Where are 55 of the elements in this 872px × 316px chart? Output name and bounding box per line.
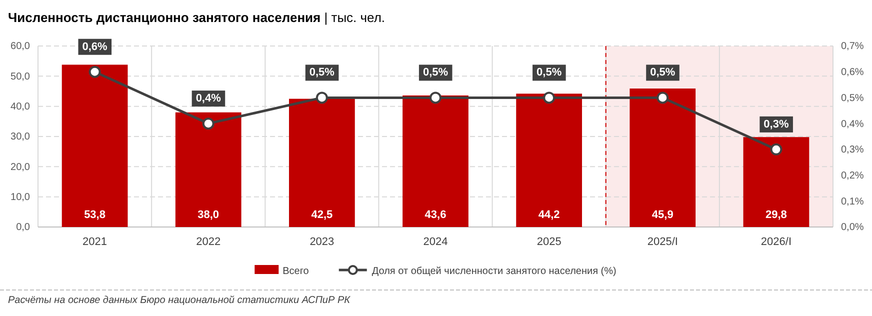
legend-label: Доля от общей численности занятого населения (%) — [372, 266, 616, 277]
y2-tick-label: 0,0% — [841, 222, 864, 234]
point — [202, 118, 214, 130]
y2-tick-label: 0,5% — [841, 92, 864, 104]
bar — [743, 137, 810, 227]
data-label: 0,6% — [82, 40, 108, 53]
chart-title: Численность дистанционно занятого населения — [8, 10, 321, 25]
data-label: 0,3% — [764, 118, 789, 130]
data-label: 0,5% — [309, 66, 335, 79]
data-label: 29,8 — [766, 209, 787, 221]
point — [770, 143, 782, 156]
legend-label: Всего — [282, 266, 310, 277]
x-tick-label: 2025 — [536, 236, 562, 248]
bar — [62, 64, 128, 227]
y-tick-label: 10,0 — [10, 192, 30, 204]
x-tick-label: 2024 — [423, 236, 448, 248]
bar — [402, 95, 468, 227]
chart-subtitle: | тыс. чел. — [320, 10, 386, 25]
y2-tick-label: 0,7% — [841, 41, 864, 52]
y2-tick-label: 0,6% — [841, 67, 864, 78]
y-tick-label: 50,0 — [10, 71, 30, 82]
data-label: 0,5% — [650, 66, 676, 79]
point — [430, 92, 442, 104]
data-label: 53,8 — [84, 209, 106, 221]
x-tick-label: 2026/I — [760, 236, 792, 248]
x-tick-label: 2022 — [196, 236, 221, 248]
y2-tick-label: 0,3% — [841, 144, 864, 156]
data-label: 45,9 — [652, 209, 674, 221]
x-tick-label: 2021 — [82, 236, 108, 248]
bar — [516, 94, 582, 227]
y2-tick-label: 0,2% — [841, 170, 864, 182]
y-tick-label: 60,0 — [10, 41, 30, 52]
point — [543, 92, 556, 104]
bar — [288, 98, 355, 227]
data-label: 42,5 — [311, 209, 333, 221]
x-tick-label: 2023 — [310, 236, 334, 248]
bar — [175, 112, 242, 227]
data-label: 43,6 — [424, 209, 446, 221]
data-label: 38,0 — [198, 209, 220, 221]
point — [88, 66, 101, 78]
data-label: 0,5% — [422, 66, 448, 79]
x-tick-label: 2025/I — [647, 236, 678, 248]
y-tick-label: 40,0 — [10, 102, 30, 113]
y2-tick-label: 0,4% — [841, 118, 864, 130]
y-tick-label: 0,0 — [16, 222, 30, 234]
y-tick-label: 30,0 — [10, 132, 30, 143]
data-label: 0,5% — [536, 66, 562, 79]
point — [316, 92, 328, 104]
data-label: 0,4% — [196, 92, 222, 105]
point — [656, 92, 669, 104]
bar — [630, 88, 696, 227]
data-label: 44,2 — [538, 209, 560, 221]
text: Расчёты на основе данных Бюро национальной статистики АСПиР РК — [8, 295, 352, 306]
y-tick-label: 20,0 — [10, 162, 30, 173]
y2-tick-label: 0,1% — [841, 196, 864, 208]
